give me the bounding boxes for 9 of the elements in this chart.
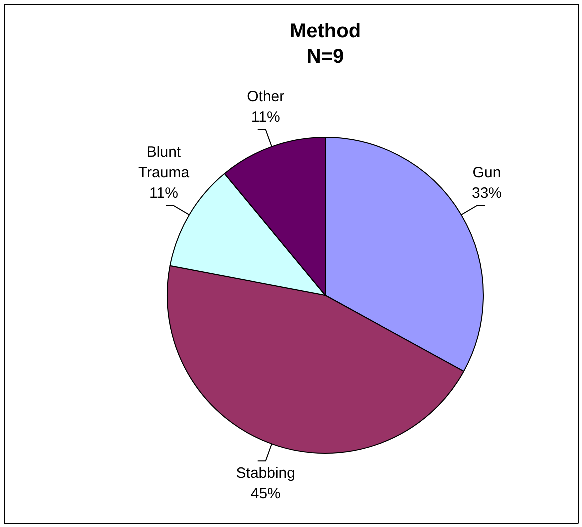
data-label: 33% bbox=[472, 184, 502, 202]
slice-label: Blunt Trauma bbox=[138, 144, 190, 182]
slice-label: Gun bbox=[472, 164, 502, 182]
data-label: 45% bbox=[250, 485, 281, 502]
slice-label: Stabbing bbox=[236, 465, 296, 482]
data-label: 11% bbox=[150, 184, 178, 202]
slice-label: Other bbox=[247, 88, 285, 106]
chart-title: Method N=9 bbox=[290, 20, 362, 68]
data-label: 11% bbox=[251, 108, 280, 126]
